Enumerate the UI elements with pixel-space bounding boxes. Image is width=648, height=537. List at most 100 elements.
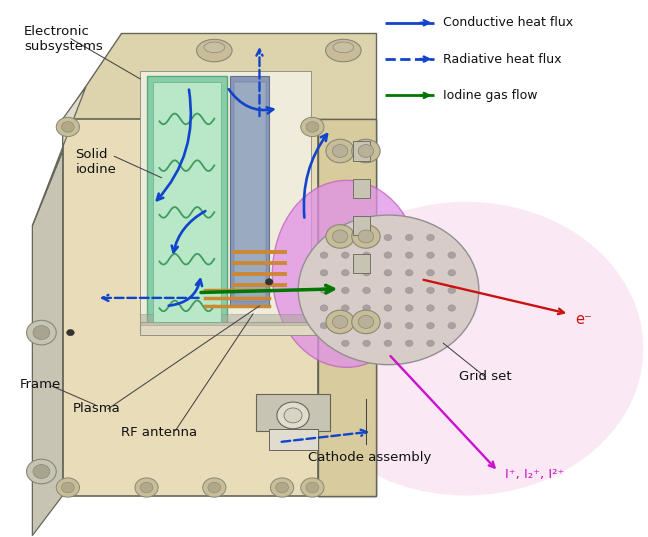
Circle shape	[448, 270, 456, 276]
Circle shape	[384, 340, 392, 346]
Circle shape	[275, 482, 288, 493]
Circle shape	[352, 224, 380, 248]
Circle shape	[301, 117, 324, 136]
Circle shape	[352, 310, 380, 333]
Circle shape	[320, 322, 328, 329]
Circle shape	[341, 322, 349, 329]
Polygon shape	[353, 141, 371, 161]
Polygon shape	[353, 216, 371, 235]
Text: Electronic
subsystems: Electronic subsystems	[24, 25, 103, 53]
Text: I⁺, I₂⁺, I²⁺: I⁺, I₂⁺, I²⁺	[505, 468, 564, 481]
Circle shape	[320, 270, 328, 276]
Polygon shape	[353, 253, 371, 273]
Circle shape	[426, 287, 434, 294]
Circle shape	[358, 144, 374, 157]
Text: Solid
iodine: Solid iodine	[76, 148, 117, 176]
Circle shape	[56, 117, 80, 136]
Circle shape	[270, 478, 294, 497]
Circle shape	[62, 482, 75, 493]
Circle shape	[56, 478, 80, 497]
Circle shape	[332, 230, 348, 243]
Circle shape	[33, 465, 50, 478]
Circle shape	[277, 402, 309, 429]
Circle shape	[426, 305, 434, 311]
Circle shape	[405, 305, 413, 311]
Polygon shape	[256, 394, 330, 431]
Circle shape	[320, 252, 328, 258]
Circle shape	[301, 478, 324, 497]
Ellipse shape	[333, 42, 354, 53]
Circle shape	[306, 482, 319, 493]
Polygon shape	[153, 82, 221, 322]
Circle shape	[363, 270, 371, 276]
Circle shape	[326, 224, 354, 248]
Circle shape	[426, 322, 434, 329]
Circle shape	[405, 287, 413, 294]
Text: Conductive heat flux: Conductive heat flux	[443, 16, 573, 29]
Circle shape	[341, 340, 349, 346]
Circle shape	[405, 270, 413, 276]
Circle shape	[363, 305, 371, 311]
Polygon shape	[269, 429, 318, 450]
Circle shape	[298, 215, 479, 365]
Circle shape	[363, 340, 371, 346]
Ellipse shape	[325, 39, 361, 62]
Circle shape	[448, 252, 456, 258]
Circle shape	[426, 270, 434, 276]
Text: Radiative heat flux: Radiative heat flux	[443, 53, 562, 66]
Text: RF antenna: RF antenna	[121, 426, 197, 439]
Circle shape	[384, 287, 392, 294]
Circle shape	[352, 139, 380, 163]
Circle shape	[326, 139, 354, 163]
Circle shape	[341, 252, 349, 258]
Polygon shape	[234, 82, 266, 301]
Circle shape	[358, 316, 374, 328]
Circle shape	[405, 234, 413, 241]
Text: Grid set: Grid set	[459, 370, 512, 383]
Circle shape	[326, 310, 354, 333]
Circle shape	[363, 287, 371, 294]
Circle shape	[320, 287, 328, 294]
Text: e⁻: e⁻	[575, 312, 592, 326]
Ellipse shape	[272, 180, 421, 367]
Polygon shape	[32, 151, 63, 535]
Text: Cathode assembly: Cathode assembly	[308, 451, 432, 464]
Circle shape	[384, 322, 392, 329]
Polygon shape	[140, 71, 311, 332]
Polygon shape	[318, 119, 376, 496]
Polygon shape	[318, 119, 376, 496]
Circle shape	[341, 270, 349, 276]
Circle shape	[33, 325, 50, 339]
Polygon shape	[146, 76, 227, 327]
Circle shape	[27, 320, 56, 345]
Circle shape	[448, 322, 456, 329]
Ellipse shape	[204, 42, 225, 53]
Circle shape	[265, 279, 273, 285]
Circle shape	[405, 322, 413, 329]
Polygon shape	[63, 119, 318, 496]
Circle shape	[332, 144, 348, 157]
Circle shape	[135, 478, 158, 497]
Circle shape	[358, 230, 374, 243]
Polygon shape	[140, 322, 318, 335]
Circle shape	[426, 252, 434, 258]
Circle shape	[320, 305, 328, 311]
Circle shape	[384, 270, 392, 276]
Circle shape	[405, 340, 413, 346]
Circle shape	[363, 234, 371, 241]
Circle shape	[62, 122, 75, 132]
Text: Frame: Frame	[19, 378, 61, 391]
Circle shape	[341, 287, 349, 294]
Circle shape	[384, 234, 392, 241]
Circle shape	[426, 234, 434, 241]
Circle shape	[363, 322, 371, 329]
Circle shape	[448, 287, 456, 294]
Polygon shape	[140, 314, 318, 324]
Polygon shape	[231, 76, 269, 306]
Ellipse shape	[288, 202, 643, 496]
Circle shape	[448, 305, 456, 311]
Polygon shape	[353, 179, 371, 198]
Circle shape	[405, 252, 413, 258]
Circle shape	[140, 482, 153, 493]
Text: Iodine gas flow: Iodine gas flow	[443, 89, 538, 102]
